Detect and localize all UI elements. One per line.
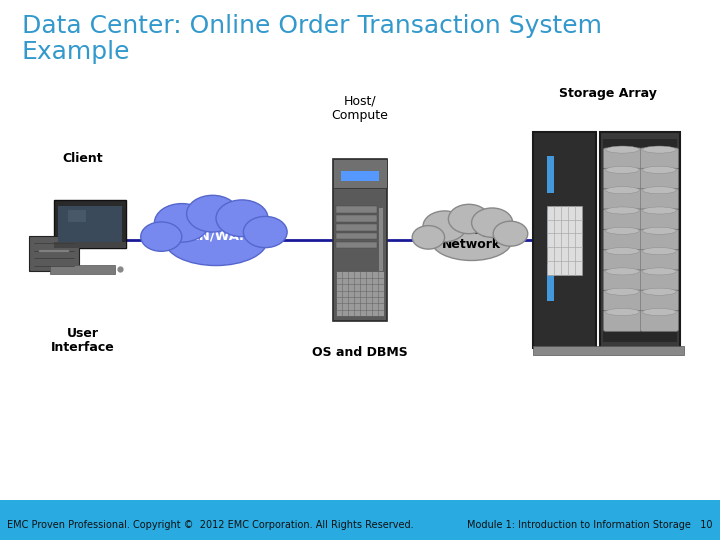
FancyBboxPatch shape	[50, 265, 115, 274]
Text: User
Interface: User Interface	[51, 327, 114, 354]
FancyBboxPatch shape	[336, 233, 377, 240]
Text: Storage
Network: Storage Network	[442, 224, 501, 251]
FancyBboxPatch shape	[603, 148, 642, 169]
FancyBboxPatch shape	[603, 139, 677, 342]
Text: EMC Proven Professional. Copyright ©  2012 EMC Corporation. All Rights Reserved.: EMC Proven Professional. Copyright © 201…	[7, 520, 414, 530]
FancyBboxPatch shape	[546, 156, 554, 193]
Ellipse shape	[642, 308, 676, 315]
Ellipse shape	[154, 204, 210, 242]
Ellipse shape	[642, 146, 676, 153]
FancyBboxPatch shape	[640, 310, 678, 332]
Ellipse shape	[606, 207, 639, 214]
FancyBboxPatch shape	[547, 206, 582, 275]
Ellipse shape	[606, 247, 639, 255]
Ellipse shape	[642, 247, 676, 255]
Ellipse shape	[606, 146, 639, 153]
FancyBboxPatch shape	[603, 290, 642, 311]
FancyBboxPatch shape	[336, 271, 384, 316]
FancyBboxPatch shape	[68, 210, 86, 221]
FancyBboxPatch shape	[333, 159, 387, 321]
FancyBboxPatch shape	[640, 168, 678, 189]
Ellipse shape	[493, 221, 528, 246]
Ellipse shape	[431, 220, 512, 260]
FancyBboxPatch shape	[29, 237, 79, 271]
Ellipse shape	[243, 217, 287, 248]
FancyBboxPatch shape	[0, 500, 720, 540]
FancyBboxPatch shape	[640, 209, 678, 230]
Text: LAN/WAN: LAN/WAN	[181, 230, 251, 242]
FancyBboxPatch shape	[54, 200, 126, 248]
FancyBboxPatch shape	[640, 148, 678, 169]
Ellipse shape	[606, 227, 639, 234]
FancyBboxPatch shape	[58, 206, 122, 244]
Text: OS and DBMS: OS and DBMS	[312, 346, 408, 359]
FancyBboxPatch shape	[640, 270, 678, 291]
Ellipse shape	[642, 166, 676, 173]
Ellipse shape	[642, 288, 676, 295]
Ellipse shape	[606, 288, 639, 295]
FancyBboxPatch shape	[546, 210, 554, 247]
FancyBboxPatch shape	[640, 229, 678, 250]
FancyBboxPatch shape	[86, 243, 94, 248]
FancyBboxPatch shape	[603, 209, 642, 230]
Ellipse shape	[606, 308, 639, 315]
Ellipse shape	[642, 268, 676, 275]
Ellipse shape	[186, 195, 238, 232]
Ellipse shape	[642, 227, 676, 234]
Ellipse shape	[216, 200, 268, 237]
FancyBboxPatch shape	[640, 290, 678, 311]
FancyBboxPatch shape	[603, 188, 642, 210]
Text: Storage Array: Storage Array	[559, 87, 657, 100]
Ellipse shape	[449, 204, 490, 234]
FancyBboxPatch shape	[603, 270, 642, 291]
FancyBboxPatch shape	[336, 206, 377, 213]
FancyBboxPatch shape	[640, 249, 678, 271]
Ellipse shape	[642, 207, 676, 214]
Text: Data Center: Online Order Transaction System
Example: Data Center: Online Order Transaction Sy…	[22, 14, 602, 64]
FancyBboxPatch shape	[603, 229, 642, 250]
FancyBboxPatch shape	[336, 224, 377, 231]
Ellipse shape	[412, 226, 444, 249]
Ellipse shape	[606, 187, 639, 194]
FancyBboxPatch shape	[39, 250, 69, 252]
Ellipse shape	[140, 222, 181, 251]
Ellipse shape	[606, 268, 639, 275]
FancyBboxPatch shape	[54, 242, 126, 248]
Ellipse shape	[423, 211, 467, 242]
Ellipse shape	[472, 208, 513, 238]
Text: Client: Client	[63, 152, 103, 165]
FancyBboxPatch shape	[603, 310, 642, 332]
FancyBboxPatch shape	[379, 208, 383, 281]
FancyBboxPatch shape	[546, 264, 554, 301]
Text: Module 1: Introduction to Information Storage   10: Module 1: Introduction to Information St…	[467, 520, 713, 530]
FancyBboxPatch shape	[600, 132, 680, 348]
Ellipse shape	[165, 215, 267, 266]
FancyBboxPatch shape	[603, 168, 642, 189]
FancyBboxPatch shape	[333, 159, 387, 188]
Ellipse shape	[642, 187, 676, 194]
FancyBboxPatch shape	[533, 132, 596, 348]
Ellipse shape	[606, 166, 639, 173]
FancyBboxPatch shape	[341, 171, 379, 181]
FancyBboxPatch shape	[640, 188, 678, 210]
Text: Host/
Compute: Host/ Compute	[332, 94, 388, 122]
FancyBboxPatch shape	[603, 249, 642, 271]
FancyBboxPatch shape	[533, 346, 684, 355]
FancyBboxPatch shape	[336, 242, 377, 248]
FancyBboxPatch shape	[336, 215, 377, 221]
